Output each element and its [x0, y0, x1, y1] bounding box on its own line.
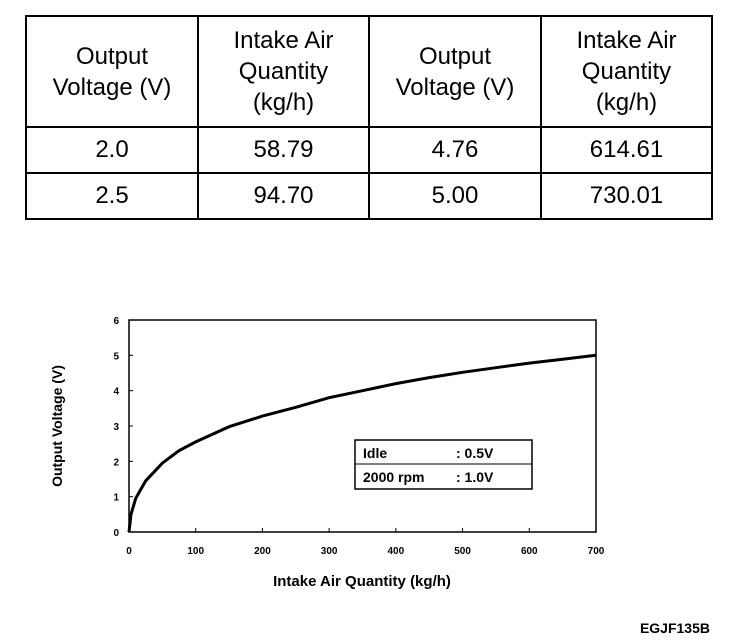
y-axis-label: Output Voltage (V) [49, 365, 65, 487]
table-header-cell: Output Voltage (V) [368, 15, 542, 128]
legend-row-value: : 1.0V [456, 469, 494, 485]
table-cell: 730.01 [540, 172, 713, 220]
y-tick-label: 0 [113, 528, 119, 539]
table-header-row: Output Voltage (V) Intake Air Quantity (kg/… [25, 15, 713, 128]
table-row: 2.0 58.79 4.76 614.61 [25, 126, 713, 174]
x-tick-label: 700 [588, 546, 605, 557]
legend-row-label: 2000 rpm [363, 469, 424, 485]
table-cell: 58.79 [197, 126, 370, 174]
legend-box: Idle : 0.5V 2000 rpm : 1.0V [354, 439, 533, 490]
spec-table: Output Voltage (V) Intake Air Quantity (kg/… [25, 15, 713, 220]
plot-area-frame [128, 319, 597, 533]
table-cell: 2.0 [25, 126, 199, 174]
x-tick-label: 400 [388, 546, 405, 557]
y-axis-ticks: 0 1 2 3 4 5 6 [113, 316, 133, 539]
table-cell: 4.76 [368, 126, 542, 174]
x-tick-label: 500 [454, 546, 471, 557]
x-tick-label: 200 [254, 546, 271, 557]
x-tick-label: 0 [126, 546, 132, 557]
x-tick-label: 100 [187, 546, 204, 557]
table-cell: 94.70 [197, 172, 370, 220]
series-line [127, 353, 597, 533]
x-tick-label: 300 [321, 546, 338, 557]
y-tick-label: 3 [113, 422, 119, 433]
legend-row-value: : 0.5V [456, 445, 494, 461]
x-tick-label: 600 [521, 546, 538, 557]
table-cell: 2.5 [25, 172, 199, 220]
y-tick-label: 1 [113, 493, 119, 504]
y-tick-label: 6 [113, 316, 119, 327]
table-header-cell: Intake Air Quantity (kg/h) [197, 15, 370, 128]
y-tick-label: 2 [113, 457, 119, 468]
figure-code: EGJF135B [639, 620, 710, 636]
table-header-cell: Intake Air Quantity (kg/h) [540, 15, 713, 128]
legend-row-label: Idle [363, 445, 387, 461]
table-row: 2.5 94.70 5.00 730.01 [25, 172, 713, 220]
y-tick-label: 5 [113, 351, 119, 362]
y-tick-label: 4 [113, 387, 119, 398]
x-axis-ticks: 0 100 200 300 400 500 600 700 [126, 528, 605, 557]
table-cell: 5.00 [368, 172, 542, 220]
table-header-cell: Output Voltage (V) [25, 15, 199, 128]
x-axis-label: Intake Air Quantity (kg/h) [273, 573, 451, 590]
table-cell: 614.61 [540, 126, 713, 174]
